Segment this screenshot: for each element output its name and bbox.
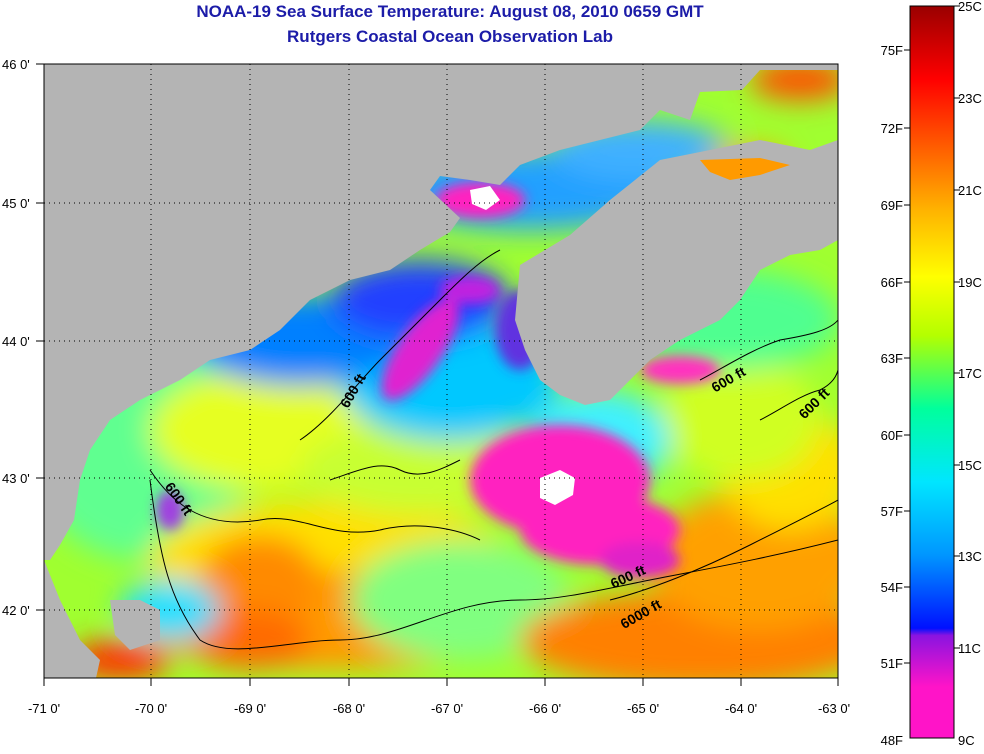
fahrenheit-labels: 75F 72F 69F 66F 63F 60F 57F 54F 51F 48F bbox=[881, 43, 903, 748]
axis-ticks bbox=[36, 63, 839, 686]
colorbar-c-label: 15C bbox=[958, 458, 982, 473]
colorbar-f-label: 48F bbox=[881, 733, 903, 748]
colorbar-f-label: 72F bbox=[881, 121, 903, 136]
lon-label: -64 0' bbox=[725, 701, 757, 716]
colorbar-c-label: 23C bbox=[958, 91, 982, 106]
colorbar-f-label: 54F bbox=[881, 580, 903, 595]
lon-label: -70 0' bbox=[135, 701, 167, 716]
colorbar-f-label: 60F bbox=[881, 428, 903, 443]
lat-label: 43 0' bbox=[2, 471, 30, 486]
colorbar-c-label: 19C bbox=[958, 275, 982, 290]
lon-label: -68 0' bbox=[333, 701, 365, 716]
colorbar-c-label: 17C bbox=[958, 366, 982, 381]
map-subtitle: Rutgers Coastal Ocean Observation Lab bbox=[287, 27, 613, 46]
celsius-labels: 25C 23C 21C 19C 17C 15C 13C 11C 9C bbox=[958, 0, 982, 748]
colorbar-ticks bbox=[904, 5, 960, 664]
lon-label: -65 0' bbox=[627, 701, 659, 716]
lat-label: 45 0' bbox=[2, 196, 30, 211]
colorbar-c-label: 13C bbox=[958, 549, 982, 564]
colorbar-c-label: 11C bbox=[958, 641, 981, 656]
colorbar-c-label: 21C bbox=[958, 183, 982, 198]
lon-label: -63 0' bbox=[818, 701, 850, 716]
bathymetry-contours bbox=[149, 249, 838, 650]
lon-label: -69 0' bbox=[234, 701, 266, 716]
latitude-labels: 46 0' 45 0' 44 0' 43 0' 42 0' bbox=[2, 57, 30, 618]
land-masses bbox=[44, 64, 838, 678]
lon-label: -66 0' bbox=[529, 701, 561, 716]
temperature-colorbar: 75F 72F 69F 66F 63F 60F 57F 54F 51F 48F … bbox=[881, 0, 982, 748]
map-area bbox=[44, 64, 838, 678]
colorbar-f-label: 69F bbox=[881, 198, 903, 213]
lat-label: 46 0' bbox=[2, 57, 30, 72]
longitude-labels: -71 0' -70 0' -69 0' -68 0' -67 0' -66 0… bbox=[28, 701, 850, 716]
colorbar-c-label: 9C bbox=[958, 733, 975, 748]
lat-label: 44 0' bbox=[2, 334, 30, 349]
map-frame bbox=[43, 63, 839, 679]
colorbar-f-label: 66F bbox=[881, 275, 903, 290]
lat-label: 42 0' bbox=[2, 603, 30, 618]
colorbar-c-label: 25C bbox=[958, 0, 982, 14]
colorbar-f-label: 57F bbox=[881, 504, 903, 519]
colorbar-f-label: 63F bbox=[881, 351, 903, 366]
colorbar-gradient bbox=[909, 5, 955, 739]
lon-label: -67 0' bbox=[431, 701, 463, 716]
colorbar-f-label: 75F bbox=[881, 43, 903, 58]
lon-label: -71 0' bbox=[28, 701, 60, 716]
colorbar-f-label: 51F bbox=[881, 656, 903, 671]
map-title: NOAA-19 Sea Surface Temperature: August … bbox=[196, 2, 704, 21]
